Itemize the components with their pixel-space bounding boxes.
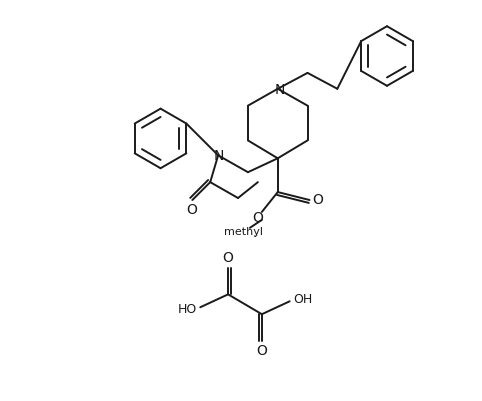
- Text: O: O: [223, 251, 233, 265]
- Text: O: O: [186, 203, 197, 217]
- Text: N: N: [214, 149, 224, 163]
- Text: O: O: [253, 211, 263, 225]
- Text: O: O: [256, 344, 268, 358]
- Text: N: N: [275, 83, 285, 97]
- Text: methyl: methyl: [254, 235, 258, 236]
- Text: methyl: methyl: [225, 227, 264, 237]
- Text: OH: OH: [293, 293, 312, 306]
- Text: O: O: [312, 193, 323, 207]
- Text: HO: HO: [178, 303, 197, 316]
